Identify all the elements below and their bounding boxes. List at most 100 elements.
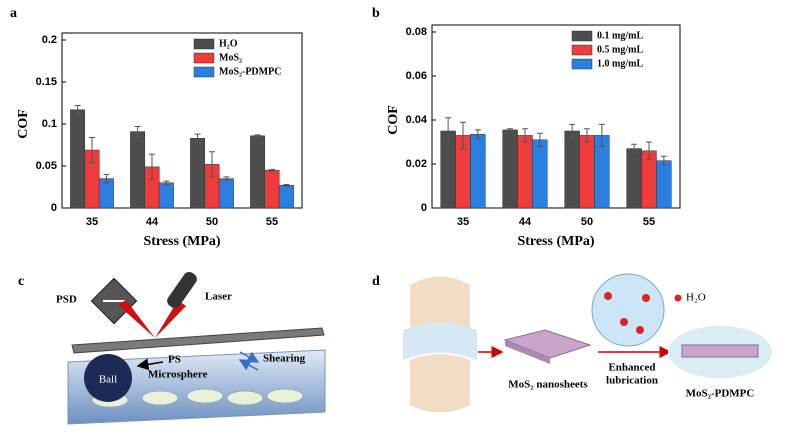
bar <box>190 138 206 209</box>
x-tick-label: 35 <box>86 216 98 228</box>
bar <box>656 160 672 209</box>
bar <box>158 182 174 209</box>
bar <box>626 148 642 209</box>
label: H₂O <box>686 292 706 304</box>
joint-bottom <box>410 354 470 413</box>
arrow <box>239 351 260 363</box>
product-sheet <box>681 344 759 358</box>
bar <box>278 185 294 209</box>
bar <box>250 135 266 209</box>
y-axis-label: COF <box>386 105 401 135</box>
laser <box>167 271 197 309</box>
error-bar <box>445 117 452 145</box>
legend-swatch <box>193 66 215 78</box>
legend-label: 0.5 mg/mL <box>597 44 643 55</box>
error-bar <box>283 183 290 187</box>
legend-label: MoS₂ <box>219 52 242 63</box>
x-tick-label: 44 <box>519 216 532 228</box>
y-tick-label: 0.15 <box>36 76 57 88</box>
label: Laser <box>205 291 232 303</box>
legend-swatch <box>193 52 215 64</box>
error-bar <box>103 173 110 184</box>
error-bar <box>646 141 652 161</box>
error-bar <box>74 105 81 115</box>
y-tick-label: 0.08 <box>406 26 427 38</box>
laser-beam <box>155 300 186 338</box>
legend-swatch <box>193 38 215 50</box>
bar <box>502 129 518 209</box>
legend-label: 0.1 mg/mL <box>597 30 643 41</box>
error-bar <box>474 129 481 140</box>
y-tick-label: 0.02 <box>406 158 427 170</box>
y-tick-label: 0 <box>421 202 427 214</box>
water-molecules <box>604 292 650 334</box>
bar <box>470 134 486 209</box>
y-tick-label: 0 <box>51 202 57 214</box>
error-bar <box>163 180 170 185</box>
bar <box>70 109 86 209</box>
y-axis-label: COF <box>16 109 31 139</box>
legend-swatch <box>571 58 593 70</box>
label: MoS₂ nanosheets <box>508 379 588 391</box>
x-tick-label: 50 <box>581 216 593 228</box>
error-bar <box>89 136 95 164</box>
x-tick-label: 50 <box>206 216 218 228</box>
y-tick-label: 0.1 <box>42 118 57 130</box>
error-bar <box>507 128 514 132</box>
legend-label: MoS₂-PDMPC <box>219 66 281 77</box>
y-tick-label: 0.2 <box>42 34 57 46</box>
error-bar <box>134 126 141 138</box>
label: MoS₂-PDMPC <box>686 388 755 400</box>
water-icon <box>674 294 682 302</box>
legend-label: 1.0 mg/mL <box>597 58 643 69</box>
panel-label: c <box>18 274 24 289</box>
label: PSD <box>56 294 77 306</box>
legend-swatch <box>571 44 593 56</box>
x-axis-label: Stress (MPa) <box>517 234 594 249</box>
panel-label: a <box>10 6 17 21</box>
error-bar <box>254 134 261 138</box>
bar <box>517 135 533 209</box>
label: lubrication <box>606 375 658 387</box>
joint-top <box>410 276 470 330</box>
error-bar <box>598 123 605 147</box>
ball-label: Ball <box>99 374 117 386</box>
error-bar <box>631 143 638 154</box>
arrow <box>238 359 259 371</box>
x-tick-label: 44 <box>146 216 159 228</box>
arrow <box>136 358 164 371</box>
label: PS <box>168 354 181 366</box>
hydration-shell <box>591 273 665 347</box>
legend-label: H₂O <box>219 38 238 49</box>
error-bar <box>223 176 230 181</box>
bar <box>532 139 548 209</box>
error-bar <box>460 121 466 150</box>
legend-swatch <box>571 30 593 42</box>
bar <box>564 130 580 209</box>
y-tick-label: 0.04 <box>406 114 428 126</box>
error-bar <box>569 123 576 139</box>
error-bar <box>522 128 528 143</box>
error-bar <box>194 133 201 143</box>
label: Enhanced <box>608 362 655 374</box>
panel-label: b <box>372 6 380 21</box>
ball <box>84 354 132 402</box>
nanosheets <box>503 329 592 359</box>
nanosheets-edge <box>505 340 550 364</box>
panel-d: d MoS₂ nanosheets Enhanced lubrication H… <box>372 273 772 413</box>
bar <box>130 131 146 209</box>
label: Shearing <box>263 353 306 365</box>
error-bar <box>209 151 215 178</box>
bar <box>218 178 234 209</box>
plot-frame <box>431 24 681 209</box>
x-tick-label: 55 <box>266 216 278 228</box>
error-bar <box>269 168 275 172</box>
y-tick-label: 0.06 <box>406 70 427 82</box>
joint-space <box>403 322 477 360</box>
dish <box>67 349 326 425</box>
x-tick-label: 55 <box>643 216 655 228</box>
panel-c: c Ball PSD Laser PS Microsphere Shearing <box>18 271 326 425</box>
x-axis-label: Stress (MPa) <box>143 234 220 249</box>
bar <box>579 135 595 209</box>
